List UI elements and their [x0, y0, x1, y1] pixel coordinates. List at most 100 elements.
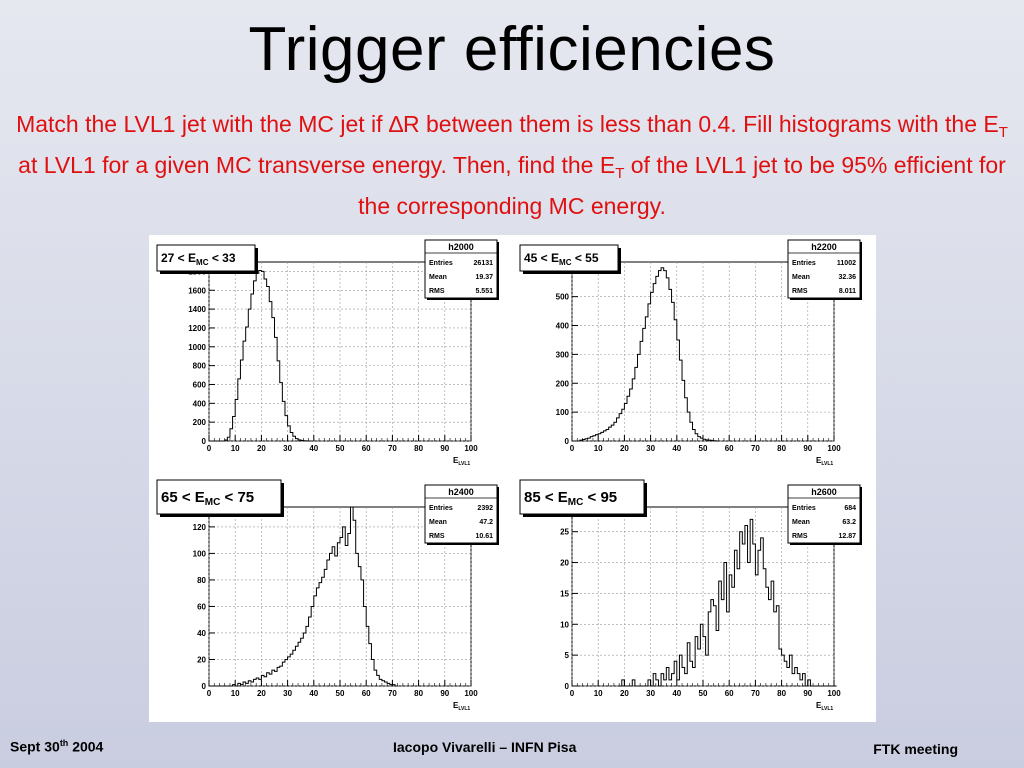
y-tick-label: 300 — [556, 350, 570, 359]
stats-hist-name: h2400 — [448, 487, 474, 497]
x-tick-label: 80 — [414, 444, 423, 453]
x-axis-label-sub: LVL1 — [458, 706, 470, 712]
x-tick-label: 40 — [309, 444, 318, 453]
cut-label-pre: 27 < E — [161, 251, 196, 265]
cut-label: 85 < EMC < 95 — [524, 489, 617, 508]
y-tick-label: 0 — [202, 437, 207, 446]
x-axis-label-sub: LVL1 — [821, 706, 833, 712]
y-tick-label: 1600 — [188, 286, 206, 295]
x-tick-label: 60 — [725, 444, 734, 453]
y-tick-label: 100 — [193, 549, 207, 558]
stats-box — [424, 484, 498, 544]
x-tick-label: 30 — [646, 444, 655, 453]
y-tick-label: 0 — [202, 682, 207, 691]
y-tick-label: 800 — [193, 362, 207, 371]
y-tick-label: 15 — [560, 589, 569, 598]
x-axis-label: ELVL1 — [453, 456, 470, 467]
x-tick-label: 80 — [777, 444, 786, 453]
cut-label-sub: MC — [568, 497, 584, 508]
cut-label-sub: MC — [196, 258, 209, 267]
x-tick-label: 50 — [699, 444, 708, 453]
cut-label-pre: 65 < E — [161, 489, 205, 506]
histogram-h2400-line — [209, 506, 398, 687]
footer-author: Iacopo Vivarelli – INFN Pisa — [393, 739, 577, 755]
y-tick-label: 400 — [556, 322, 570, 331]
y-tick-label: 0 — [565, 437, 570, 446]
x-axis-label: ELVL1 — [816, 456, 833, 467]
x-tick-label: 40 — [672, 689, 681, 698]
cut-label-post: < 55 — [571, 251, 598, 265]
footer-meeting: FTK meeting — [873, 741, 958, 757]
histogram-panel-h2000: 0 10 20 30 40 50 60 70 80 90 100020040060080010001… — [156, 239, 499, 467]
x-axis-label: ELVL1 — [453, 701, 470, 712]
x-axis-label-sub: LVL1 — [458, 461, 470, 467]
stats-box — [424, 239, 498, 299]
x-tick-label: 70 — [751, 689, 760, 698]
cut-label-pre: 85 < E — [524, 489, 568, 506]
y-tick-label: 1400 — [188, 305, 206, 314]
y-tick-label: 5 — [565, 651, 570, 660]
stats-key: Mean — [792, 274, 810, 281]
desc-part-3: at LVL1 for a given MC transverse energy… — [18, 152, 616, 178]
x-tick-label: 20 — [620, 689, 629, 698]
x-tick-label: 0 — [207, 689, 212, 698]
stats-key: Entries — [792, 260, 816, 267]
x-axis-label-main: E — [453, 701, 459, 710]
stats-value: 32.36 — [838, 274, 856, 281]
footer-date: Sept 30th 2004 — [10, 738, 103, 755]
x-axis-label-sub: LVL1 — [821, 461, 833, 467]
histogram-h2600-line — [619, 518, 837, 687]
x-tick-label: 50 — [336, 689, 345, 698]
delta-symbol: ∆ — [388, 111, 404, 137]
cut-label-sub: MC — [559, 258, 572, 267]
slide-description: Match the LVL1 jet with the MC jet if ∆R… — [8, 108, 1016, 223]
stats-key: Entries — [429, 505, 453, 512]
stats-value: 12.87 — [838, 533, 856, 540]
histogram-panel-h2600: 0 10 20 30 40 50 60 70 80 90 100 0 5 10 15 20 25 ELVL1 85 … — [519, 479, 862, 712]
y-tick-label: 1200 — [188, 324, 206, 333]
stats-key: Entries — [429, 260, 453, 267]
x-tick-label: 30 — [646, 689, 655, 698]
stats-key: RMS — [429, 288, 445, 295]
cut-label-box — [519, 244, 619, 272]
x-tick-label: 80 — [414, 689, 423, 698]
cut-label-post: < 95 — [583, 489, 617, 506]
stats-value: 684 — [844, 505, 856, 512]
x-tick-label: 100 — [827, 444, 841, 453]
stats-box — [787, 239, 861, 299]
x-tick-label: 80 — [777, 689, 786, 698]
x-tick-label: 20 — [257, 689, 266, 698]
x-tick-label: 90 — [440, 689, 449, 698]
x-tick-label: 90 — [803, 689, 812, 698]
histogram-h2000-line — [209, 269, 312, 442]
x-tick-label: 0 — [570, 444, 575, 453]
stats-value: 26131 — [474, 260, 494, 267]
et-subscript-2: T — [615, 165, 625, 182]
x-tick-label: 60 — [725, 689, 734, 698]
histogram-panel-h2200: 0 10 20 30 40 50 60 70 80 90 100 0 100 200 300 400 500 EL… — [519, 239, 862, 467]
cut-label: 27 < EMC < 33 — [161, 251, 236, 267]
stats-key: Entries — [792, 505, 816, 512]
cut-label-post: < 33 — [208, 251, 235, 265]
y-tick-label: 60 — [197, 602, 206, 611]
stats-key: RMS — [792, 288, 808, 295]
stats-value: 11002 — [837, 260, 856, 267]
y-tick-label: 10 — [560, 620, 569, 629]
et-subscript-1: T — [998, 124, 1008, 141]
x-tick-label: 50 — [699, 689, 708, 698]
x-tick-label: 90 — [803, 444, 812, 453]
x-tick-label: 60 — [362, 444, 371, 453]
stats-value: 10.61 — [475, 533, 493, 540]
stats-hist-name: h2600 — [811, 487, 837, 497]
y-tick-label: 600 — [193, 380, 207, 389]
x-axis-label-main: E — [453, 456, 459, 465]
stats-hist-name: h2000 — [448, 242, 474, 252]
cut-label: 65 < EMC < 75 — [161, 489, 254, 508]
x-axis-label-main: E — [816, 701, 822, 710]
histogram-panel-area: 0 10 20 30 40 50 60 70 80 90 100 0 200 400 600 800 1000 1… — [149, 235, 876, 722]
histogram-h2200-line — [572, 267, 719, 442]
x-tick-label: 90 — [440, 444, 449, 453]
x-tick-label: 60 — [362, 689, 371, 698]
y-tick-label: 0 — [565, 682, 570, 691]
histogram-panel-h2400: 0 10 20 30 40 50 60 70 80 90 100 0 20 40 60 80 100 120 ELV… — [156, 479, 499, 712]
